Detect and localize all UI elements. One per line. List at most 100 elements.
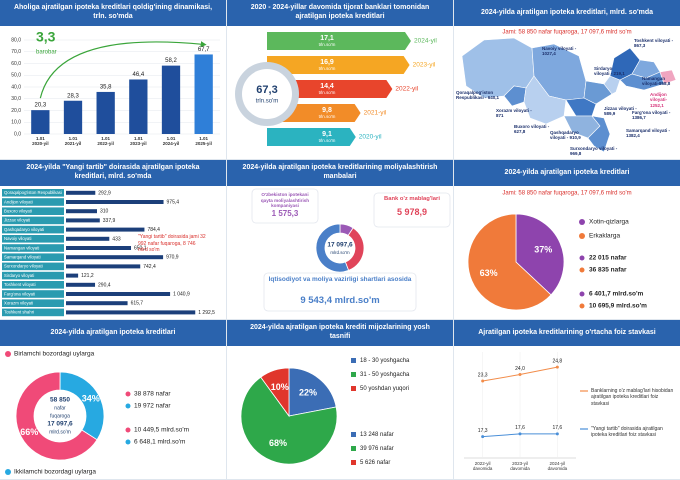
region-label: Navoiy viloyati - 1027,4	[542, 46, 577, 57]
point	[481, 379, 485, 383]
value-label: 310	[100, 209, 109, 215]
growth-arrow	[39, 41, 207, 99]
panel: 2024-yilda ajratilgan ipoteka kreditlari…	[0, 320, 226, 479]
panel: 2024-yilda ajratilgan ipoteka kreditlari…	[454, 0, 680, 159]
category-label: Jizzax viloyati	[4, 218, 30, 223]
point	[555, 365, 559, 369]
category-label: Xorazm viloyati	[4, 301, 33, 306]
value-label: 24,0	[515, 366, 525, 372]
note-dot	[125, 391, 131, 397]
panel-title: 2024-yilda ajratilgan ipoteka kreditlari…	[454, 0, 680, 26]
region	[603, 75, 621, 95]
panel: 2024-yilda ajratilgan ipoteka kreditlari…	[227, 160, 453, 319]
y-tick-label: 20,0	[11, 108, 21, 114]
legend-label: "Yangi tartib" doirasida ajratilgan ipot…	[591, 426, 663, 439]
category-box	[2, 207, 64, 215]
region-label: Toshkent viloyati - 867,3	[634, 38, 674, 49]
value-label: 17,3	[478, 428, 488, 434]
bar	[66, 209, 97, 214]
panel-chart: Jami: 58 850 nafar fuqaroga, 17 097,6 ml…	[467, 191, 647, 311]
center-text: fuqaroga	[50, 413, 70, 419]
panel-title: 2024-yilda ajratilgan ipoteka kreditlari	[454, 160, 680, 186]
panel-chart: Qoraqalpog'iston Respublikasi 292,9 Andijo…	[2, 189, 215, 317]
bar	[66, 236, 110, 241]
bar	[66, 282, 96, 287]
legend-swatch	[351, 358, 356, 363]
annotation: "Yangi tartib" doirasida jami 32 992 naf…	[138, 234, 206, 253]
region	[587, 115, 611, 153]
panel-chart: 22% 68% 10% 18 - 30 yoshgacha 13 248 nafar 31…	[240, 358, 410, 466]
category-box	[2, 244, 64, 252]
bar	[66, 227, 145, 232]
center-unit: trln.so'm	[256, 99, 278, 105]
panel-chart: 23,3 24,0 24,8 17,3 17,6 17,6	[464, 352, 588, 459]
category-label: Farg'ona viloyati	[4, 291, 35, 296]
note-swatch	[351, 446, 356, 451]
slice-label: 22%	[299, 387, 317, 397]
funnel-bar	[267, 56, 410, 74]
value-unit: trln.so'm	[319, 138, 336, 143]
bar	[66, 292, 171, 296]
value-label: 121,2	[81, 273, 94, 279]
pie-slice	[315, 223, 350, 273]
category-box	[2, 198, 64, 206]
point	[555, 432, 559, 436]
value-label: 28,3	[67, 93, 79, 99]
panel-title: 2024-yilda "Yangi tartib" doirasida ajra…	[0, 160, 226, 186]
note-label: 36 835 nafar	[589, 267, 627, 274]
source-name: Iqtisodiyot va moliya vazirligi shartlar…	[268, 276, 412, 283]
x-tick-label: 2024-yil davomida	[547, 461, 568, 472]
panel: Ajratilgan ipoteka kreditlarining o'rtac…	[454, 320, 680, 479]
bar	[66, 255, 164, 260]
bar	[96, 91, 115, 134]
category-box	[2, 235, 64, 243]
category-label: 2022-yil	[395, 86, 418, 93]
panel-chart: Jami: 58 850 nafar fuqaroga, 17 097,6 ml…	[461, 30, 677, 153]
y-tick-label: 10,0	[11, 120, 21, 126]
pie-slice	[515, 213, 565, 296]
note-dot	[125, 427, 131, 433]
value-label: 35,8	[100, 85, 112, 91]
legend-dot	[5, 469, 11, 475]
category-box	[2, 271, 64, 280]
source-box	[263, 272, 417, 312]
point	[518, 432, 522, 436]
value-label: 23,3	[478, 372, 488, 378]
note-label: 38 878 nafar	[134, 391, 171, 398]
panel: 2024-yilda "Yangi tartib" doirasida ajra…	[0, 160, 226, 319]
center-value: 67,3	[256, 84, 277, 96]
panel: Aholiga ajratilgan ipoteka kreditlari qo…	[0, 0, 226, 159]
category-label: 2024-yil	[414, 38, 437, 45]
note-dot	[125, 403, 131, 409]
panel-title: 2024-yilda ajratilgan ipoteka krediti mi…	[227, 320, 453, 346]
category-label: Buxoro viloyati	[4, 209, 32, 214]
slice-label: 68%	[269, 438, 287, 448]
center-text: nafar	[54, 405, 66, 411]
region-label: Andijon viloyati-1252,1	[650, 92, 668, 108]
value-label: 742,4	[143, 264, 156, 270]
subtitle: Jami: 58 850 nafar fuqaroga, 17 097,6 ml…	[502, 191, 631, 197]
bar	[66, 246, 132, 250]
y-tick-label: 80,0	[11, 37, 21, 43]
value-label: 1 292,5	[198, 310, 215, 316]
value-label: 46,4	[132, 72, 144, 78]
note-dot	[579, 303, 585, 309]
value-label: 290,4	[98, 282, 111, 288]
value-unit: trln.so'm	[319, 42, 336, 47]
category-box	[2, 308, 64, 317]
panel-title: 2024-yilda ajratilgan ipoteka kreditlari	[0, 320, 226, 346]
value-label: 433	[112, 236, 121, 242]
panel: 2024-yilda ajratilgan ipoteka krediti mi…	[227, 320, 453, 479]
value-label: 67,7	[198, 47, 210, 53]
bar	[66, 264, 141, 269]
bar	[129, 79, 148, 134]
value-label: 58,2	[165, 58, 177, 64]
value-label: 17,6	[552, 425, 562, 431]
pie-slice	[288, 367, 337, 417]
panel-title: Aholiga ajratilgan ipoteka kreditlari qo…	[0, 0, 226, 26]
bar	[31, 110, 50, 134]
source-box	[373, 192, 451, 228]
